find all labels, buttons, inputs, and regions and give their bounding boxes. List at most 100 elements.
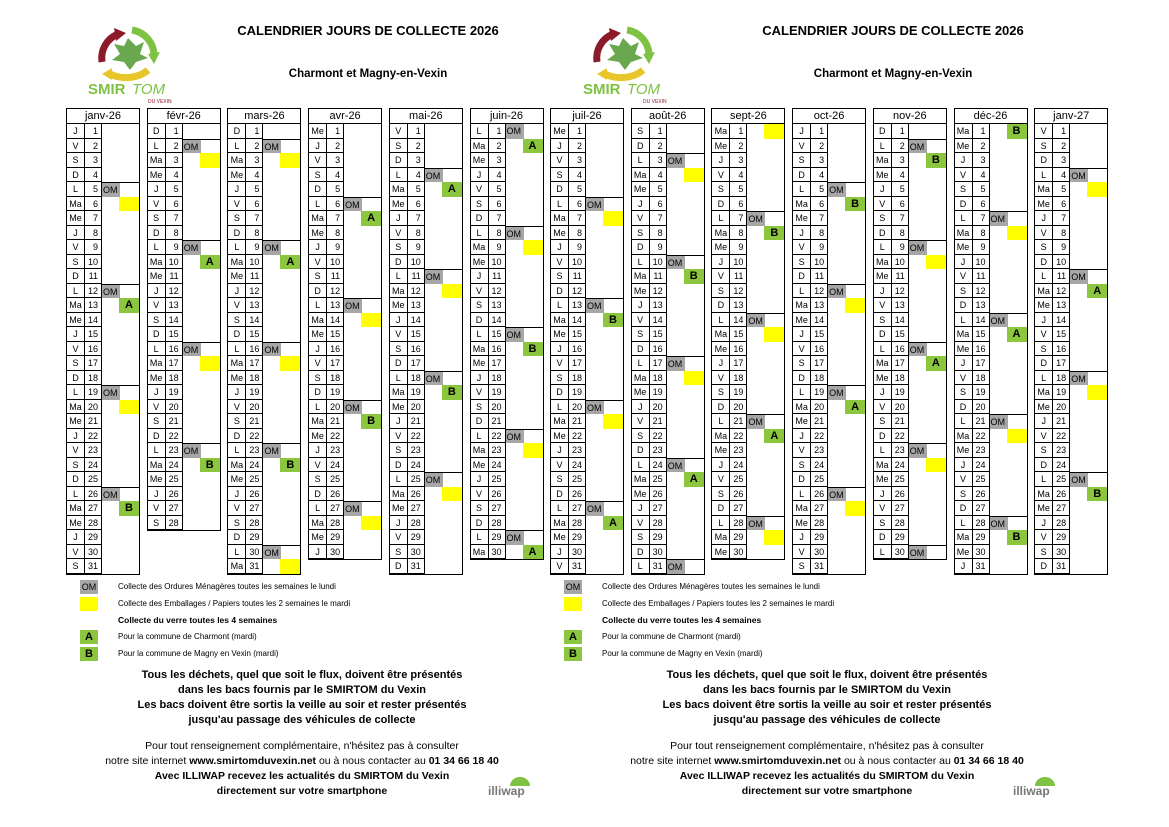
collection-marker: [263, 516, 300, 531]
weekday: Ma: [712, 530, 731, 545]
weekday: J: [873, 283, 892, 298]
day-number: 11: [488, 269, 506, 284]
collection-marker: [828, 153, 865, 168]
collection-marker: [909, 400, 946, 415]
day-number: 7: [165, 211, 183, 226]
verre-marker-b: B: [441, 385, 462, 400]
day-number: 8: [730, 225, 748, 240]
collection-marker: [667, 342, 704, 357]
om-marker: OM: [908, 241, 927, 255]
om-marker: OM: [586, 400, 604, 414]
month-column: janv-27 V 1 S 2 D 3 L 4 OM Ma 5 Me 6 J 7 V 8 S 9 D 10 L 11 OM Ma 1…: [1034, 108, 1109, 575]
om-marker: OM: [182, 139, 201, 153]
weekday: J: [793, 327, 812, 342]
weekday: L: [954, 312, 973, 327]
weekday: V: [793, 443, 812, 458]
day-row: D 20: [712, 399, 784, 414]
day-number: 1: [972, 124, 990, 139]
month-header: sept-26: [712, 109, 785, 124]
collection-marker: [909, 211, 946, 226]
day-row: L 24 OM: [631, 457, 704, 472]
day-number: 6: [811, 196, 829, 211]
day-row: J 14: [389, 312, 462, 327]
weekday: D: [67, 370, 85, 385]
collection-marker: [990, 284, 1027, 299]
day-number: 14: [327, 312, 345, 327]
om-marker: OM: [747, 415, 766, 429]
website-link[interactable]: www.smirtomduvexin.net: [714, 755, 842, 767]
day-row: L 5 OM: [793, 182, 866, 197]
day-row: L 23 OM: [147, 443, 220, 458]
emballages-marker: [925, 457, 946, 472]
day-number: 29: [488, 530, 506, 545]
weekday: S: [67, 559, 85, 574]
weekday: Ma: [793, 501, 812, 516]
collection-marker: [263, 197, 300, 212]
collection-marker: [909, 414, 946, 429]
weekday: D: [309, 283, 328, 298]
weekday: D: [873, 225, 892, 240]
weekday: V: [470, 486, 489, 501]
day-row: Ma 26 B: [1035, 486, 1108, 501]
day-row: S 14: [147, 312, 220, 327]
day-row: V 13: [147, 298, 220, 313]
day-row: S 18: [551, 370, 623, 385]
collection-marker: [102, 211, 139, 226]
day-row: Ma 29 B: [954, 530, 1027, 545]
weekday: J: [954, 153, 973, 168]
collection-marker: [990, 371, 1027, 386]
weekday: S: [712, 486, 731, 501]
weekday: Me: [712, 240, 731, 255]
day-row: J 27: [631, 501, 704, 516]
collection-marker: [990, 269, 1027, 284]
day-number: 2: [85, 138, 102, 153]
day-row: Me 11: [147, 269, 220, 284]
weekday: Me: [1035, 196, 1054, 211]
collection-marker: [344, 530, 381, 545]
collection-marker: [183, 168, 220, 183]
weekday: L: [389, 472, 408, 487]
svg-text:DU VEXIN: DU VEXIN: [148, 99, 172, 105]
day-row: V 13: [873, 298, 946, 313]
day-row: J 18: [470, 370, 543, 385]
day-number: 8: [165, 225, 183, 240]
day-row: V 16: [793, 341, 865, 356]
day-number: 11: [569, 269, 586, 284]
emballages-marker: [683, 167, 704, 182]
weekday: Ma: [712, 327, 731, 342]
day-row: V 17: [551, 356, 623, 371]
weekday: Me: [470, 254, 489, 269]
day-number: 7: [85, 211, 102, 226]
weekday: J: [712, 153, 731, 168]
collection-marker: [990, 472, 1027, 487]
weekday: D: [793, 472, 812, 487]
day-number: 30: [649, 544, 667, 559]
weekday: D: [873, 428, 892, 443]
day-number: 25: [730, 472, 748, 487]
day-row: L 26 OM: [793, 486, 866, 501]
day-number: 22: [246, 428, 264, 443]
day-row: S 24: [67, 457, 139, 472]
day-number: 13: [972, 298, 990, 313]
weekday: S: [389, 443, 408, 458]
website-link[interactable]: www.smirtomduvexin.net: [189, 755, 317, 767]
day-number: 10: [488, 254, 506, 269]
weekday: L: [470, 124, 489, 139]
day-number: 30: [407, 544, 425, 559]
day-number: 5: [165, 182, 183, 197]
day-number: 30: [327, 544, 345, 559]
day-row: V 21: [631, 414, 704, 429]
collection-marker: [263, 226, 300, 241]
month-column: févr-26 D 1 L 2 OM Ma 3 Me 4 J 5 V 6 S 7 D 8 L 9 OM Ma 10 A Me 11…: [146, 108, 221, 531]
collection-marker: [747, 269, 784, 284]
day-number: 22: [811, 428, 829, 443]
day-number: 21: [972, 414, 990, 429]
day-number: 2: [488, 138, 506, 153]
day-number: 11: [85, 269, 102, 284]
collection-marker: [667, 385, 704, 400]
day-number: 24: [85, 457, 102, 472]
day-number: 19: [1053, 385, 1071, 400]
